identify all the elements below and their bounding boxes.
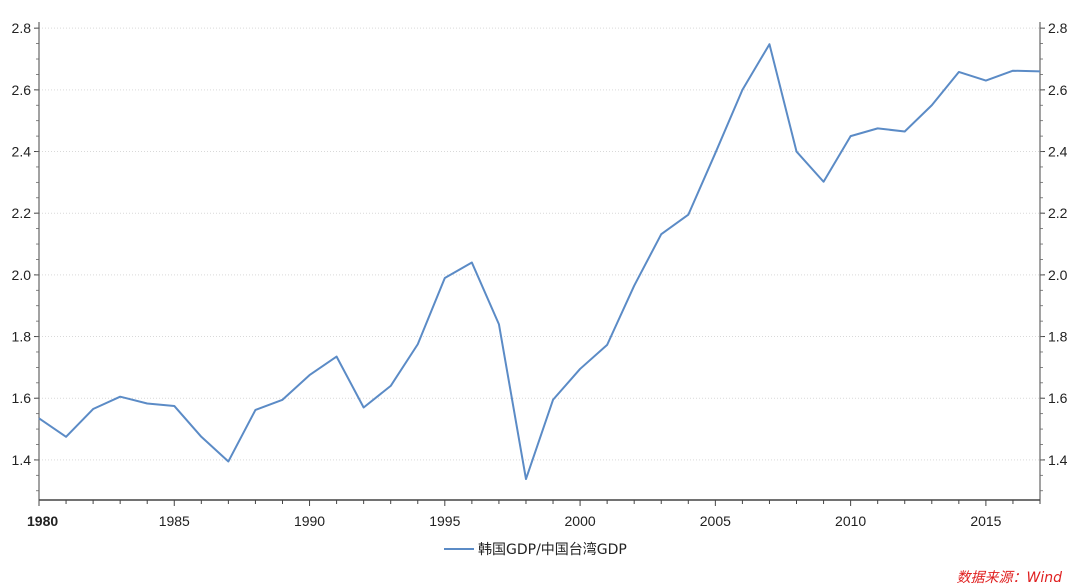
x-tick-label: 1985 <box>159 513 190 529</box>
y-tick-label-right: 2.8 <box>1048 20 1068 36</box>
y-tick-label-left: 2.4 <box>12 144 32 160</box>
series-line <box>38 43 1041 481</box>
y-tick-label-left: 2.6 <box>12 82 32 98</box>
legend-label: 韩国GDP/中国台湾GDP <box>478 541 627 558</box>
y-tick-label-left: 2.2 <box>12 205 32 221</box>
x-tick-label: 1995 <box>429 513 460 529</box>
x-tick-label: 2000 <box>565 513 596 529</box>
y-tick-label-right: 2.2 <box>1048 205 1068 221</box>
y-tick-label-right: 1.8 <box>1048 329 1068 345</box>
y-tick-label-left: 1.6 <box>12 390 32 406</box>
y-tick-label-left: 1.4 <box>12 452 32 468</box>
gridlines <box>39 27 1040 461</box>
source-note: 数据来源：Wind <box>957 570 1063 586</box>
y-tick-label-right: 1.4 <box>1048 452 1068 468</box>
y-tick-label-left: 2.0 <box>12 267 32 283</box>
tick-labels: 1.4 1.4 1.6 1.6 1.8 1.8 2.0 2.0 2.2 2.2 2.4 2.4 2.6 2… <box>12 20 1068 529</box>
y-tick-label-right: 2.4 <box>1048 144 1068 160</box>
x-tick-label: 2005 <box>700 513 731 529</box>
series-lines <box>38 43 1041 481</box>
x-tick-label: 1980 <box>27 513 58 529</box>
tick-marks <box>34 27 1045 506</box>
y-tick-label-left: 1.8 <box>12 329 32 345</box>
y-tick-label-left: 2.8 <box>12 20 32 36</box>
y-tick-label-right: 2.6 <box>1048 82 1068 98</box>
x-tick-label: 1990 <box>294 513 325 529</box>
x-tick-label: 2010 <box>835 513 866 529</box>
y-tick-label-right: 1.6 <box>1048 390 1068 406</box>
legend: 韩国GDP/中国台湾GDP <box>444 541 627 558</box>
axes <box>38 22 1041 501</box>
x-tick-label: 2015 <box>970 513 1001 529</box>
y-tick-label-right: 2.0 <box>1048 267 1068 283</box>
